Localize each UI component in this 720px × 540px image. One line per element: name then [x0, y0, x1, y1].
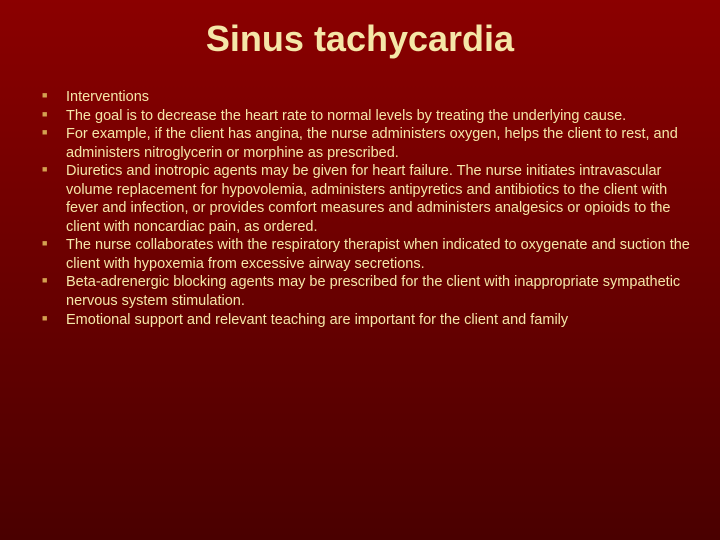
list-item: Diuretics and inotropic agents may be gi…	[42, 162, 690, 236]
slide-title: Sinus tachycardia	[30, 18, 690, 60]
list-item: Beta-adrenergic blocking agents may be p…	[42, 273, 690, 310]
list-item: Emotional support and relevant teaching …	[42, 311, 690, 330]
slide-container: Sinus tachycardia Interventions The goal…	[0, 0, 720, 540]
list-item: The goal is to decrease the heart rate t…	[42, 107, 690, 126]
list-item: For example, if the client has angina, t…	[42, 125, 690, 162]
list-item: Interventions	[42, 88, 690, 107]
bullet-list: Interventions The goal is to decrease th…	[30, 88, 690, 329]
list-item: The nurse collaborates with the respirat…	[42, 236, 690, 273]
